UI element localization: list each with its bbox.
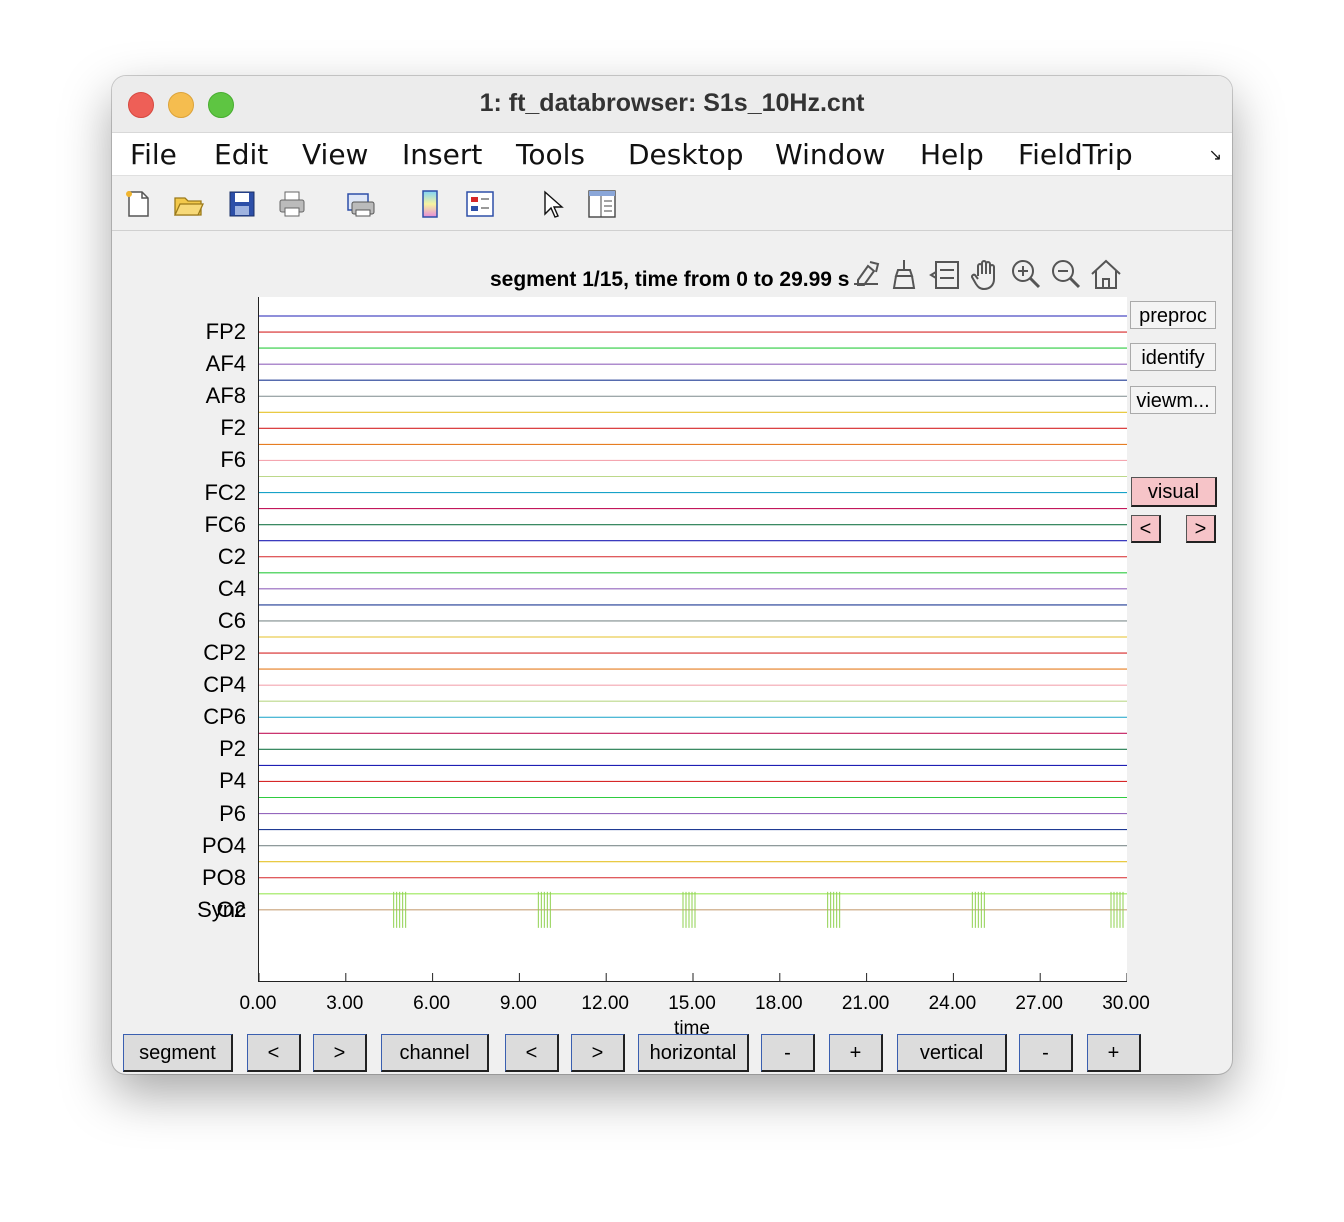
property-editor-icon[interactable]	[586, 188, 618, 220]
vertical-plus-button[interactable]: +	[1087, 1034, 1141, 1072]
menu-edit[interactable]: Edit	[214, 138, 269, 171]
channel-label[interactable]: Sync	[197, 896, 246, 922]
sync-pulse	[1110, 891, 1124, 928]
figure-window: 1: ft_databrowser: S1s_10Hz.cnt File Edi…	[112, 76, 1232, 1074]
channel-label[interactable]: C4	[217, 575, 246, 601]
segment-next-button[interactable]: >	[313, 1034, 367, 1072]
channel-label[interactable]: C2	[217, 543, 246, 569]
channel-label[interactable]: CP4	[203, 672, 246, 698]
identify-button[interactable]: identify	[1130, 343, 1216, 371]
print-icon[interactable]	[276, 188, 308, 220]
menu-file[interactable]: File	[130, 138, 177, 171]
menu-help[interactable]: Help	[920, 138, 984, 171]
vertical-minus-button[interactable]: -	[1019, 1034, 1073, 1072]
menu-bar: File Edit View Insert Tools Desktop Wind…	[112, 133, 1232, 176]
channel-label[interactable]: F6	[220, 447, 246, 473]
x-tick-label: 30.00	[1102, 993, 1150, 1014]
preproc-button[interactable]: preproc	[1130, 301, 1216, 329]
channel-button[interactable]: channel	[381, 1034, 489, 1072]
channel-label[interactable]: F2	[220, 415, 246, 441]
channel-label[interactable]: P2	[219, 736, 246, 762]
channel-label[interactable]: C6	[217, 607, 246, 633]
export-icon[interactable]	[854, 261, 880, 286]
segment-button[interactable]: segment	[123, 1034, 233, 1072]
channel-label[interactable]: FC2	[204, 479, 246, 505]
channel-label[interactable]: CP6	[203, 704, 246, 730]
x-tick-label: 6.00	[413, 993, 451, 1014]
save-icon[interactable]	[226, 188, 258, 220]
close-button[interactable]	[128, 92, 154, 118]
channel-label[interactable]: PO4	[201, 832, 246, 858]
channel-label[interactable]: O2	[216, 896, 246, 922]
channel-label[interactable]: FC6	[204, 511, 246, 537]
plot-title: segment 1/15, time from 0 to 29.99 s	[490, 268, 850, 291]
data-axes[interactable]	[258, 297, 1127, 982]
zoom-in-icon[interactable]	[1012, 260, 1041, 289]
legend-icon[interactable]	[464, 188, 496, 220]
menu-tools[interactable]: Tools	[516, 138, 585, 171]
figure-toolbar	[112, 176, 1232, 231]
open-folder-icon[interactable]	[172, 188, 204, 220]
channel-label[interactable]: FP2	[205, 319, 246, 345]
pan-icon[interactable]	[971, 260, 995, 291]
horizontal-minus-button[interactable]: -	[761, 1034, 815, 1072]
channel-label[interactable]: P4	[219, 768, 246, 794]
menu-desktop[interactable]: Desktop	[628, 138, 744, 171]
menu-window[interactable]: Window	[775, 138, 886, 171]
x-tick-label: 12.00	[581, 993, 629, 1014]
sync-pulse	[682, 891, 696, 928]
sync-pulse	[537, 891, 551, 928]
artifact-next-button[interactable]: >	[1186, 515, 1216, 543]
print-preview-icon[interactable]	[344, 188, 376, 220]
channel-label[interactable]: AF4	[205, 351, 246, 377]
channel-label[interactable]: CP2	[203, 640, 246, 666]
x-tick-label: 15.00	[668, 993, 716, 1014]
channel-label[interactable]: AF8	[205, 383, 246, 409]
window-title: 1: ft_databrowser: S1s_10Hz.cnt	[479, 89, 865, 117]
sync-pulse	[827, 891, 841, 928]
x-tick-label: 3.00	[326, 993, 364, 1014]
zoom-button[interactable]	[208, 92, 234, 118]
dock-arrow-icon[interactable]: ↘	[1208, 147, 1222, 164]
new-file-icon[interactable]	[122, 188, 154, 220]
x-tick-label: 9.00	[499, 993, 537, 1014]
menu-fieldtrip[interactable]: FieldTrip	[1018, 138, 1133, 171]
minimize-button[interactable]	[168, 92, 194, 118]
sync-pulse	[393, 891, 407, 928]
sync-pulse	[971, 891, 985, 928]
channel-prev-button[interactable]: <	[505, 1034, 559, 1072]
menu-insert[interactable]: Insert	[402, 138, 483, 171]
x-tick-label: 24.00	[928, 993, 977, 1014]
menu-view[interactable]: View	[302, 138, 369, 171]
viewmode-button[interactable]: viewm...	[1130, 386, 1216, 414]
x-tick-label: 0.00	[239, 993, 277, 1014]
brush-icon[interactable]	[892, 260, 916, 289]
x-tick-label: 18.00	[755, 993, 803, 1014]
axes-toolbar	[854, 259, 1121, 291]
colorbar-icon[interactable]	[414, 188, 446, 220]
horizontal-button[interactable]: horizontal	[638, 1034, 749, 1072]
x-tick-label: 27.00	[1015, 993, 1063, 1014]
segment-prev-button[interactable]: <	[247, 1034, 301, 1072]
pointer-icon[interactable]	[536, 188, 568, 220]
title-bar: 1: ft_databrowser: S1s_10Hz.cnt	[112, 76, 1232, 133]
horizontal-plus-button[interactable]: +	[829, 1034, 883, 1072]
x-axis-label: time	[674, 1018, 710, 1035]
channel-label[interactable]: PO8	[201, 864, 246, 890]
trace-area	[259, 315, 1127, 981]
zoom-out-icon[interactable]	[1052, 260, 1081, 289]
visual-artifact-button[interactable]: visual	[1131, 477, 1217, 507]
vertical-button[interactable]: vertical	[897, 1034, 1007, 1072]
channel-next-button[interactable]: >	[571, 1034, 625, 1072]
channel-label[interactable]: P6	[219, 800, 246, 826]
home-icon[interactable]	[1091, 259, 1121, 289]
datatip-icon[interactable]	[929, 261, 959, 289]
x-tick-label: 21.00	[841, 993, 890, 1014]
artifact-prev-button[interactable]: <	[1131, 515, 1161, 543]
